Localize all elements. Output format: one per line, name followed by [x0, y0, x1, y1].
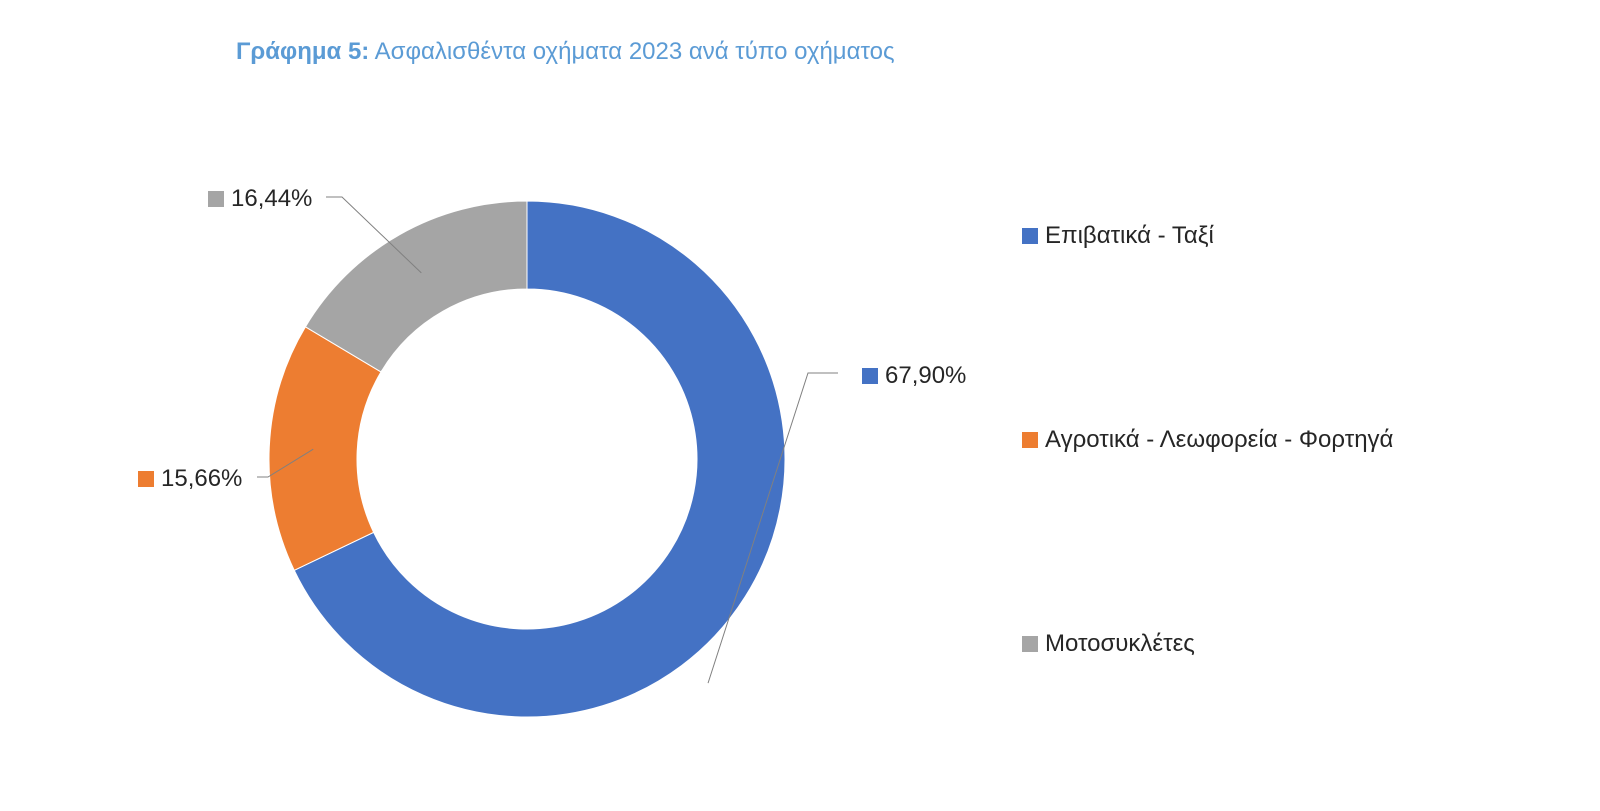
- donut-slices: [268, 200, 786, 718]
- slice-motorcycles: [304, 200, 528, 373]
- data-label-agricultural: 15,66%: [138, 465, 242, 493]
- data-label-text: 16,44%: [231, 185, 313, 212]
- data-label-swatch: [862, 368, 878, 384]
- slice-agricultural: [268, 326, 382, 571]
- legend-label: Επιβατικά - Ταξί: [1045, 222, 1214, 249]
- data-label-motorcycles: 16,44%: [208, 185, 312, 213]
- legend-item-passenger: Επιβατικά - Ταξί: [1022, 222, 1214, 250]
- legend-label: Μοτοσυκλέτες: [1045, 630, 1195, 657]
- leader-line: [257, 448, 314, 478]
- leader-line: [326, 196, 422, 274]
- legend-swatch: [1022, 228, 1038, 244]
- data-label-passenger: 67,90%: [862, 362, 966, 390]
- legend-swatch: [1022, 636, 1038, 652]
- data-label-swatch: [208, 191, 224, 207]
- chart-title: Γράφημα 5: Ασφαλισθέντα οχήματα 2023 ανά…: [236, 38, 895, 66]
- leader-line: [707, 372, 838, 684]
- legend-item-agricultural: Αγροτικά - Λεωφορεία - Φορτηγά: [1022, 426, 1393, 454]
- legend-label: Αγροτικά - Λεωφορεία - Φορτηγά: [1045, 426, 1394, 453]
- data-label-swatch: [138, 471, 154, 487]
- data-label-text: 67,90%: [885, 362, 967, 389]
- chart-title-text: Ασφαλισθέντα οχήματα 2023 ανά τύπο οχήμα…: [374, 38, 895, 65]
- leader-lines: [257, 196, 838, 684]
- legend-swatch: [1022, 432, 1038, 448]
- legend-item-motorcycles: Μοτοσυκλέτες: [1022, 630, 1195, 658]
- slice-passenger: [293, 200, 786, 718]
- chart-title-prefix: Γράφημα 5:: [236, 38, 370, 65]
- data-label-text: 15,66%: [161, 465, 243, 492]
